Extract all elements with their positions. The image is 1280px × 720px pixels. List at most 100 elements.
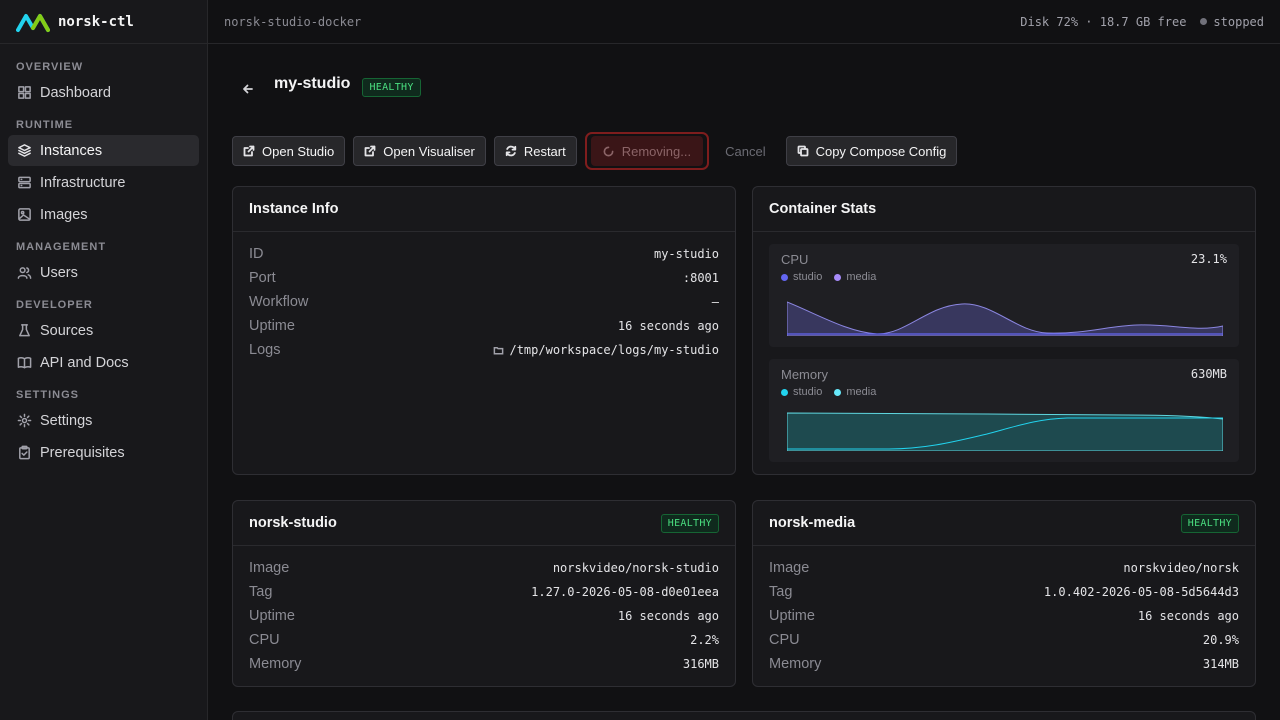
page-title: my-studio [274,75,351,92]
detail-value: 314MB [1202,657,1239,671]
legend-studio: studio [781,386,822,398]
memory-label: Memory [781,367,828,382]
flask-icon [16,323,32,339]
card-header: norsk-studio HEALTHY [233,501,735,546]
status-badge: HEALTHY [1180,513,1239,533]
detail-row-cpu: CPU 20.9% [753,628,1255,652]
sidebar-item-settings[interactable]: Settings [8,405,199,436]
open-studio-button[interactable]: Open Studio [232,136,346,166]
detail-key: Image [249,560,290,576]
cpu-legend: studio media [769,267,1239,283]
sidebar-item-label: Dashboard [40,84,111,101]
status-badge: HEALTHY [660,513,719,533]
removing-button[interactable]: Removing... [584,132,710,170]
detail-key: Tag [249,584,273,600]
info-row-logs: Logs /tmp/workspace/logs/my-studio [233,338,735,362]
sidebar-item-label: Infrastructure [40,174,126,191]
detail-row-tag: Tag 1.27.0-2026-05-08-d0e01eea [233,580,735,604]
info-value: my-studio [653,247,719,261]
detail-key: Image [769,560,810,576]
legend-label: media [846,271,877,283]
detail-row-image: Image norskvideo/norsk-studio [233,556,735,580]
detail-row-tag: Tag 1.0.402-2026-05-08-5d5644d3 [753,580,1255,604]
sidebar-item-sources[interactable]: Sources [8,315,199,346]
cpu-label: CPU [781,252,809,267]
detail-row-image: Image norskvideo/norsk [753,556,1255,580]
cpu-media-area [787,301,1223,336]
sidebar-item-label: Users [40,264,78,281]
detail-key: Uptime [769,608,815,624]
spinner-icon [603,146,614,156]
detail-value: 16 seconds ago [617,609,719,623]
legend-dot-icon [834,388,842,396]
sidebar-item-label: Prerequisites [40,444,125,461]
button-label: Open Studio [262,143,335,159]
detail-key: CPU [769,632,800,648]
detail-key: Uptime [249,608,295,624]
dashboard-icon [16,85,32,101]
topbar: norsk-studio-docker Disk 72% · 18.7 GB f… [208,0,1280,44]
copy-compose-config-button[interactable]: Copy Compose Config [785,136,958,166]
open-visualiser-button[interactable]: Open Visualiser [353,136,486,166]
memory-sparkline [787,412,1223,451]
logs-path-link[interactable]: /tmp/workspace/logs/my-studio [493,343,719,357]
sidebar-item-infrastructure[interactable]: Infrastructure [8,167,199,198]
action-toolbar: Open Studio Open Visualiser Restart Remo… [232,132,965,170]
cancel-button[interactable]: Cancel [725,143,766,159]
detail-key: Tag [769,584,793,600]
info-key: Logs [249,342,281,358]
detail-value: norskvideo/norsk [1123,561,1239,575]
nav-section-overview: OVERVIEW [16,61,84,73]
container-stats-card: Container Stats CPU 23.1% studio media M… [752,186,1256,475]
copy-icon [797,145,808,157]
sidebar-item-images[interactable]: Images [8,199,199,230]
info-key: ID [249,246,264,262]
norsk-studio-card: norsk-studio HEALTHY Image norskvideo/nor… [232,500,736,687]
info-row-uptime: Uptime 16 seconds ago [233,314,735,338]
info-row-workflow: Workflow — [233,290,735,314]
sidebar: norsk-ctl OVERVIEW Dashboard RUNTIME Ins… [0,0,208,720]
info-key: Port [249,270,276,286]
external-link-icon [243,145,255,157]
norsk-media-card: norsk-media HEALTHY Image norskvideo/nors… [752,500,1256,687]
detail-value: 20.9% [1202,633,1239,647]
sidebar-item-instances[interactable]: Instances [8,135,199,166]
nav-section-management: MANAGEMENT [16,241,107,253]
detail-value: 1.0.402-2026-05-08-5d5644d3 [1043,585,1239,599]
detail-value: 16 seconds ago [1137,609,1239,623]
detail-value: 1.27.0-2026-05-08-d0e01eea [531,585,719,599]
topbar-status: Disk 72% · 18.7 GB free stopped [1020,15,1264,29]
brand[interactable]: norsk-ctl [0,0,207,44]
detail-value: 316MB [682,657,719,671]
card-title: norsk-studio [249,515,337,531]
sidebar-item-prerequisites[interactable]: Prerequisites [8,437,199,468]
card-title: Instance Info [249,201,339,217]
cpu-value: 23.1% [1190,252,1227,266]
info-value: 16 seconds ago [617,319,719,333]
info-key: Workflow [249,294,309,310]
cpu-stat-panel: CPU 23.1% studio media [769,244,1239,347]
info-row-id: ID my-studio [233,242,735,266]
button-label: Open Visualiser [383,143,475,159]
sidebar-item-label: API and Docs [40,354,129,371]
restart-button[interactable]: Restart [493,136,577,166]
nav-section-runtime: RUNTIME [16,119,74,131]
detail-row-memory: Memory 314MB [753,652,1255,676]
container-details: Image norskvideo/norsk Tag 1.0.402-2026-05… [753,546,1255,676]
container-details: Image norskvideo/norsk-studio Tag 1.27.0-2… [233,546,735,676]
sidebar-item-users[interactable]: Users [8,257,199,288]
context-label: norsk-studio-docker [224,14,362,29]
info-row-port: Port:8001 [233,266,735,290]
sidebar-item-api-docs[interactable]: API and Docs [8,347,199,378]
sidebar-item-label: Settings [40,412,93,429]
sidebar-item-label: Instances [40,142,103,159]
image-icon [16,207,32,223]
status-badge: HEALTHY [362,77,421,97]
legend-label: media [846,386,877,398]
sidebar-item-dashboard[interactable]: Dashboard [8,77,199,108]
card-title: norsk-media [769,515,856,531]
button-label: Removing... [621,143,692,159]
info-value: — [711,295,719,309]
legend-dot-icon [781,273,788,281]
back-arrow-icon[interactable] [240,81,256,97]
